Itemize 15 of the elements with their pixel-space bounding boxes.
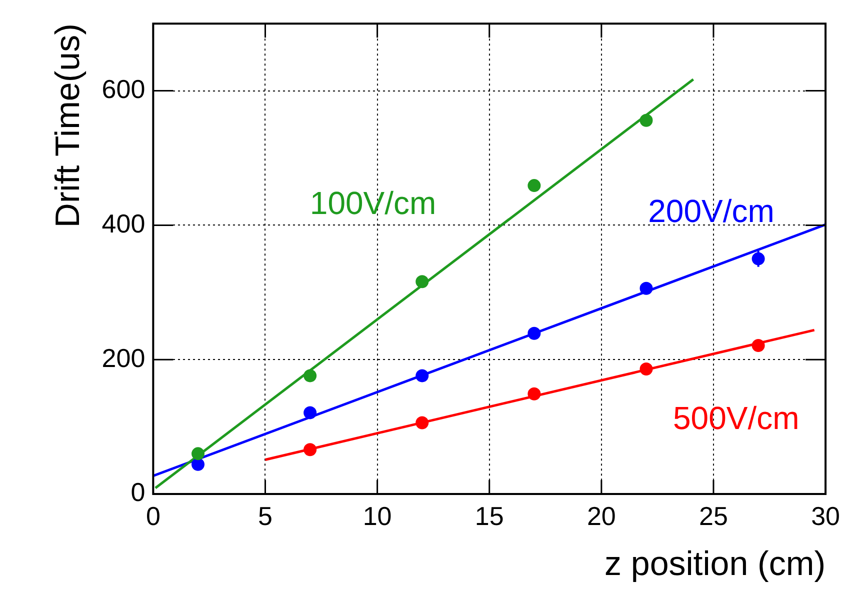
y-tick-label: 600: [102, 74, 146, 104]
x-tick-label: 30: [811, 500, 840, 531]
series-label: 200V/cm: [648, 193, 774, 229]
y-tick-label: 0: [130, 477, 146, 508]
series-label: 500V/cm: [672, 400, 800, 436]
x-tick-label: 25: [699, 500, 728, 531]
y-axis-title: Drift Time(us): [48, 24, 87, 228]
x-tick-label: 5: [258, 500, 272, 531]
x-tick-label: 10: [362, 500, 392, 531]
series-label: 100V/cm: [310, 185, 436, 222]
x-tick-label: 20: [586, 500, 616, 531]
y-tick-label: 200: [102, 342, 146, 373]
x-tick-label: 15: [474, 500, 504, 531]
y-tick-label: 400: [102, 208, 146, 238]
x-axis-title: z position (cm): [604, 544, 826, 583]
